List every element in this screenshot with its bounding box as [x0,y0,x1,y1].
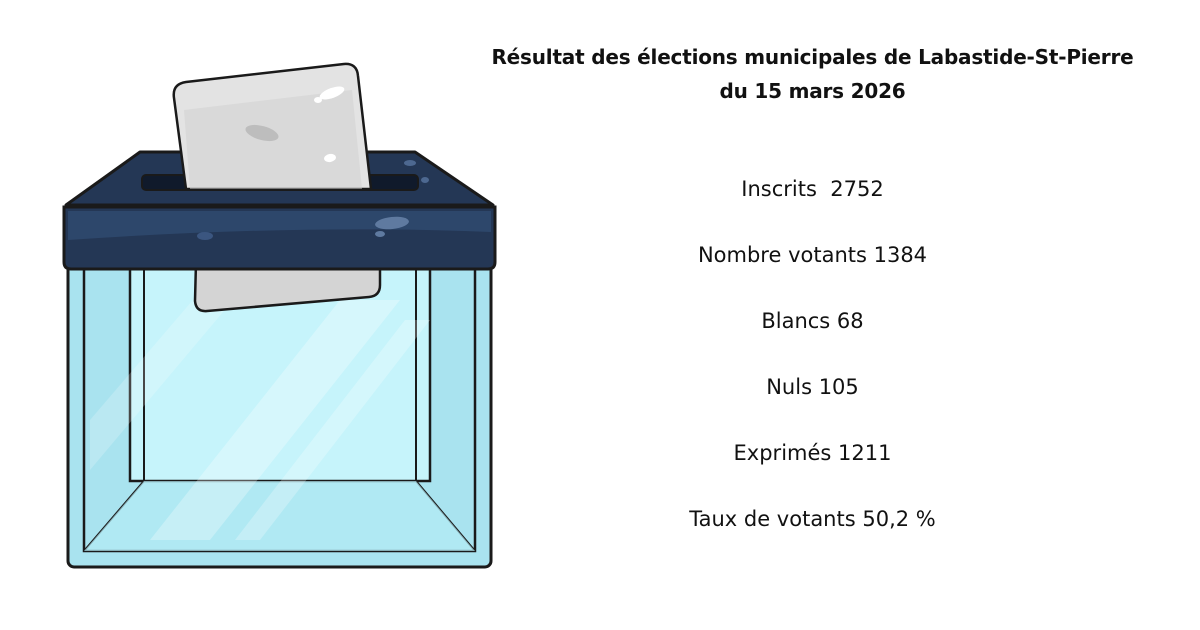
ballot-paper-lower [193,260,382,313]
glass-reflection [150,300,400,540]
stat-inscrits: Inscrits 2752 [741,177,884,201]
page-title: Résultat des élections municipales de La… [440,40,1185,108]
stat-blancs: Blancs 68 [761,309,864,333]
stat-nuls: Nuls 105 [766,375,859,399]
stat-votants: Nombre votants 1384 [697,243,928,267]
results-panel: Résultat des élections municipales de La… [440,40,1185,531]
title-line-1: Résultat des élections municipales de La… [491,45,1134,69]
ballot-box-icon [62,62,497,569]
stat-taux-votants: Taux de votants 50,2 % [689,507,936,531]
results-list: Inscrits 2752 Nombre votants 1384 Blancs… [440,173,1185,569]
stat-exprimes: Exprimés 1211 [733,441,892,465]
title-line-2: du 15 mars 2026 [719,79,906,103]
